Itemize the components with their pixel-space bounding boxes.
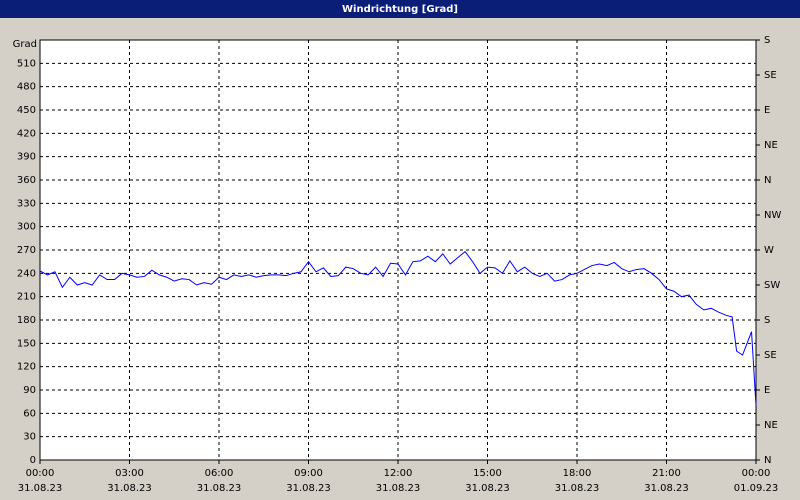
y-tick-label: 420 — [17, 128, 36, 139]
x-tick-date: 31.08.23 — [286, 483, 331, 494]
x-tick-label: 00:00 — [26, 468, 55, 479]
y2-tick-label: E — [764, 385, 770, 396]
y-tick-label: 150 — [17, 338, 36, 349]
y-tick-label: 120 — [17, 362, 36, 373]
chart-title: Windrichtung [Grad] — [342, 4, 458, 15]
y-tick-label: 330 — [17, 198, 36, 209]
y2-tick-label: NE — [764, 140, 778, 151]
y2-tick-label: SE — [764, 350, 777, 361]
y2-tick-label: E — [764, 105, 770, 116]
y-tick-label: 390 — [17, 152, 36, 163]
y-axis-label: Grad — [13, 39, 37, 50]
y-tick-label: 210 — [17, 292, 36, 303]
x-tick-date: 31.08.23 — [18, 483, 63, 494]
x-tick-label: 21:00 — [652, 468, 681, 479]
x-tick-date: 31.08.23 — [644, 483, 689, 494]
data-line — [39, 250, 757, 406]
x-tick-label: 15:00 — [473, 468, 502, 479]
y-tick-label: 0 — [30, 455, 36, 466]
y-tick-label: 240 — [17, 268, 36, 279]
y-tick-label: 90 — [23, 385, 36, 396]
y-tick-label: 510 — [17, 58, 36, 69]
x-tick-date: 31.08.23 — [465, 483, 510, 494]
y-tick-label: 450 — [17, 105, 36, 116]
x-tick-label: 12:00 — [384, 468, 413, 479]
y2-tick-label: NE — [764, 420, 778, 431]
title-bar — [0, 0, 800, 18]
x-tick-date: 31.08.23 — [197, 483, 242, 494]
x-tick-label: 03:00 — [115, 468, 144, 479]
x-tick-date: 01.09.23 — [734, 483, 779, 494]
x-tick-label: 18:00 — [563, 468, 592, 479]
y-tick-label: 60 — [23, 408, 36, 419]
y2-tick-label: S — [764, 35, 770, 46]
y2-tick-label: N — [764, 455, 771, 466]
y2-tick-label: W — [764, 245, 774, 256]
y2-tick-label: NW — [764, 210, 781, 221]
x-tick-date: 31.08.23 — [107, 483, 152, 494]
x-tick-label: 09:00 — [294, 468, 323, 479]
y2-tick-label: SW — [764, 280, 780, 291]
y-tick-label: 30 — [23, 432, 36, 443]
x-tick-date: 31.08.23 — [376, 483, 421, 494]
x-tick-label: 06:00 — [205, 468, 234, 479]
x-tick-date: 31.08.23 — [555, 483, 600, 494]
y2-tick-label: N — [764, 175, 771, 186]
x-tick-label: 00:00 — [742, 468, 771, 479]
y2-tick-label: S — [764, 315, 770, 326]
y2-tick-label: SE — [764, 70, 777, 81]
y-tick-label: 300 — [17, 222, 36, 233]
y-tick-label: 270 — [17, 245, 36, 256]
y-tick-label: 180 — [17, 315, 36, 326]
y-tick-label: 360 — [17, 175, 36, 186]
y-tick-label: 480 — [17, 82, 36, 93]
